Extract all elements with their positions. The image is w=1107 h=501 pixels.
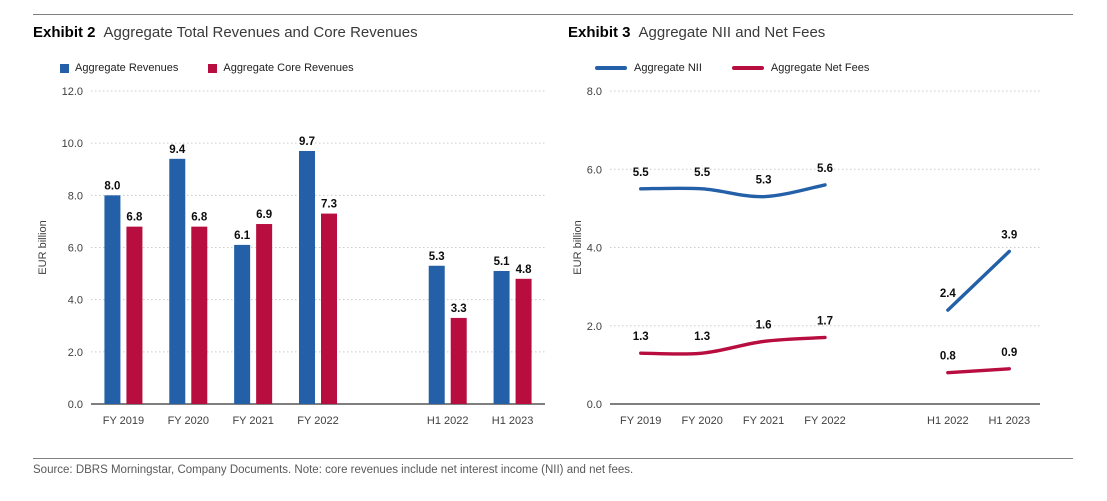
- y-tick-label: 8.0: [587, 86, 602, 98]
- red-line-swatch-icon: [731, 66, 764, 70]
- x-tick-label: FY 2021: [743, 415, 784, 427]
- legend-item-aggregate-net-fees: Aggregate Net Fees: [731, 62, 870, 74]
- point-value-label: 3.9: [1001, 229, 1017, 241]
- legend-item-aggregate-nii: Aggregate NII: [595, 62, 702, 74]
- line-chart-nii-net-fees: 0.0 2.0 4.0 6.0 8.0 EUR billion FY 2019 FY 2020…: [572, 86, 1040, 427]
- point-value-label: 5.5: [694, 167, 711, 179]
- legend-item-aggregate-revenues: Aggregate Revenues: [60, 62, 178, 74]
- exhibit-3-label: Exhibit 3: [568, 24, 631, 41]
- x-tick-label: FY 2019: [103, 415, 144, 427]
- bar-value-label: 7.3: [321, 199, 337, 211]
- bar: [450, 317, 467, 404]
- point-value-label: 1.7: [817, 315, 833, 327]
- line-path: [946, 249, 1011, 312]
- x-tick-label: FY 2022: [804, 415, 845, 427]
- bar-chart-aggregate-revenues: 0.0 2.0 4.0 6.0 8.0 10.0 12.0 EUR billion FY 201…: [37, 86, 545, 427]
- bar-value-label: 6.8: [126, 212, 143, 224]
- legend-label: Aggregate NII: [634, 62, 702, 74]
- bar: [321, 213, 337, 404]
- blue-square-swatch-icon: [60, 63, 69, 73]
- x-tick-label: FY 2021: [232, 415, 273, 427]
- y-axis-title: EUR billion: [37, 220, 49, 274]
- bar-value-label: 8.0: [104, 180, 120, 192]
- x-tick-label: FY 2019: [620, 415, 661, 427]
- x-tick-label: H1 2022: [927, 415, 969, 427]
- line-path: [946, 367, 1011, 375]
- y-tick-label: 0.0: [587, 399, 602, 411]
- exhibit-2-title: Exhibit 2 Aggregate Total Revenues and Co…: [33, 24, 418, 41]
- point-value-label: 1.6: [756, 319, 772, 331]
- y-tick-label: 0.0: [68, 399, 83, 411]
- exhibit-3-panel: Exhibit 3 Aggregate NII and Net Fees Aggr…: [568, 24, 1083, 444]
- red-square-swatch-icon: [208, 63, 218, 73]
- point-value-label: 0.9: [1001, 347, 1017, 359]
- y-tick-label: 2.0: [587, 321, 602, 333]
- bar: [234, 244, 251, 404]
- y-tick-label: 4.0: [68, 295, 83, 307]
- blue-line-swatch-icon: [595, 66, 627, 70]
- bar-value-label: 6.8: [191, 212, 208, 224]
- bar-value-label: 9.4: [169, 144, 186, 156]
- exhibit-2-legend: Aggregate Revenues Aggregate Core Revenu…: [60, 62, 384, 74]
- point-value-label: 2.4: [940, 288, 957, 300]
- x-tick-label: H1 2023: [988, 415, 1030, 427]
- bar: [191, 226, 208, 404]
- exhibit-2-panel: Exhibit 2 Aggregate Total Revenues and Co…: [33, 24, 558, 444]
- bar-value-label: 4.8: [516, 264, 533, 276]
- y-axis-title: EUR billion: [572, 220, 584, 274]
- y-tick-label: 12.0: [62, 86, 83, 98]
- line-path: [639, 183, 827, 199]
- bottom-divider: [33, 458, 1073, 459]
- bar-value-label: 3.3: [451, 303, 467, 315]
- line-path: [639, 335, 827, 356]
- exhibit-3-legend: Aggregate NII Aggregate Net Fees: [595, 62, 899, 74]
- y-tick-label: 2.0: [68, 347, 83, 359]
- bar: [104, 195, 121, 404]
- bar-value-label: 6.1: [234, 230, 251, 242]
- point-value-label: 1.3: [633, 331, 649, 343]
- x-tick-label: H1 2022: [427, 415, 469, 427]
- bar: [493, 270, 510, 404]
- point-value-label: 5.3: [756, 175, 772, 187]
- point-value-label: 1.3: [694, 331, 710, 343]
- bar-value-label: 5.1: [494, 256, 511, 268]
- point-value-label: 5.5: [633, 167, 650, 179]
- legend-label: Aggregate Net Fees: [770, 62, 870, 74]
- y-tick-label: 6.0: [68, 243, 83, 255]
- source-note: Source: DBRS Morningstar, Company Docume…: [33, 464, 634, 476]
- y-tick-label: 8.0: [68, 190, 83, 202]
- legend-label: Aggregate Core Revenues: [223, 62, 354, 74]
- point-value-label: 5.6: [817, 163, 833, 175]
- exhibit-2-title-text: Aggregate Total Revenues and Core Revenu…: [103, 24, 418, 41]
- bar: [299, 150, 315, 404]
- legend-item-aggregate-core-revenues: Aggregate Core Revenues: [208, 62, 354, 74]
- exhibit-3-title: Exhibit 3 Aggregate NII and Net Fees: [568, 24, 825, 41]
- x-tick-label: FY 2020: [681, 415, 722, 427]
- exhibit-3-title-text: Aggregate NII and Net Fees: [638, 24, 826, 41]
- bar: [126, 226, 143, 404]
- bar-value-label: 9.7: [299, 136, 315, 148]
- bar-value-label: 5.3: [429, 251, 445, 263]
- y-tick-label: 10.0: [62, 138, 83, 150]
- bar-value-label: 6.9: [256, 209, 272, 221]
- bar: [256, 224, 273, 404]
- top-divider: [33, 14, 1073, 15]
- x-tick-label: FY 2020: [168, 415, 209, 427]
- x-tick-label: FY 2022: [297, 415, 338, 427]
- legend-label: Aggregate Revenues: [75, 62, 179, 74]
- bar: [515, 278, 532, 404]
- y-tick-label: 4.0: [587, 243, 602, 255]
- y-tick-label: 6.0: [587, 164, 602, 176]
- bar: [428, 265, 445, 404]
- point-value-label: 0.8: [940, 351, 957, 363]
- bar: [169, 158, 186, 404]
- x-tick-label: H1 2023: [492, 415, 534, 427]
- exhibit-2-label: Exhibit 2: [33, 24, 96, 41]
